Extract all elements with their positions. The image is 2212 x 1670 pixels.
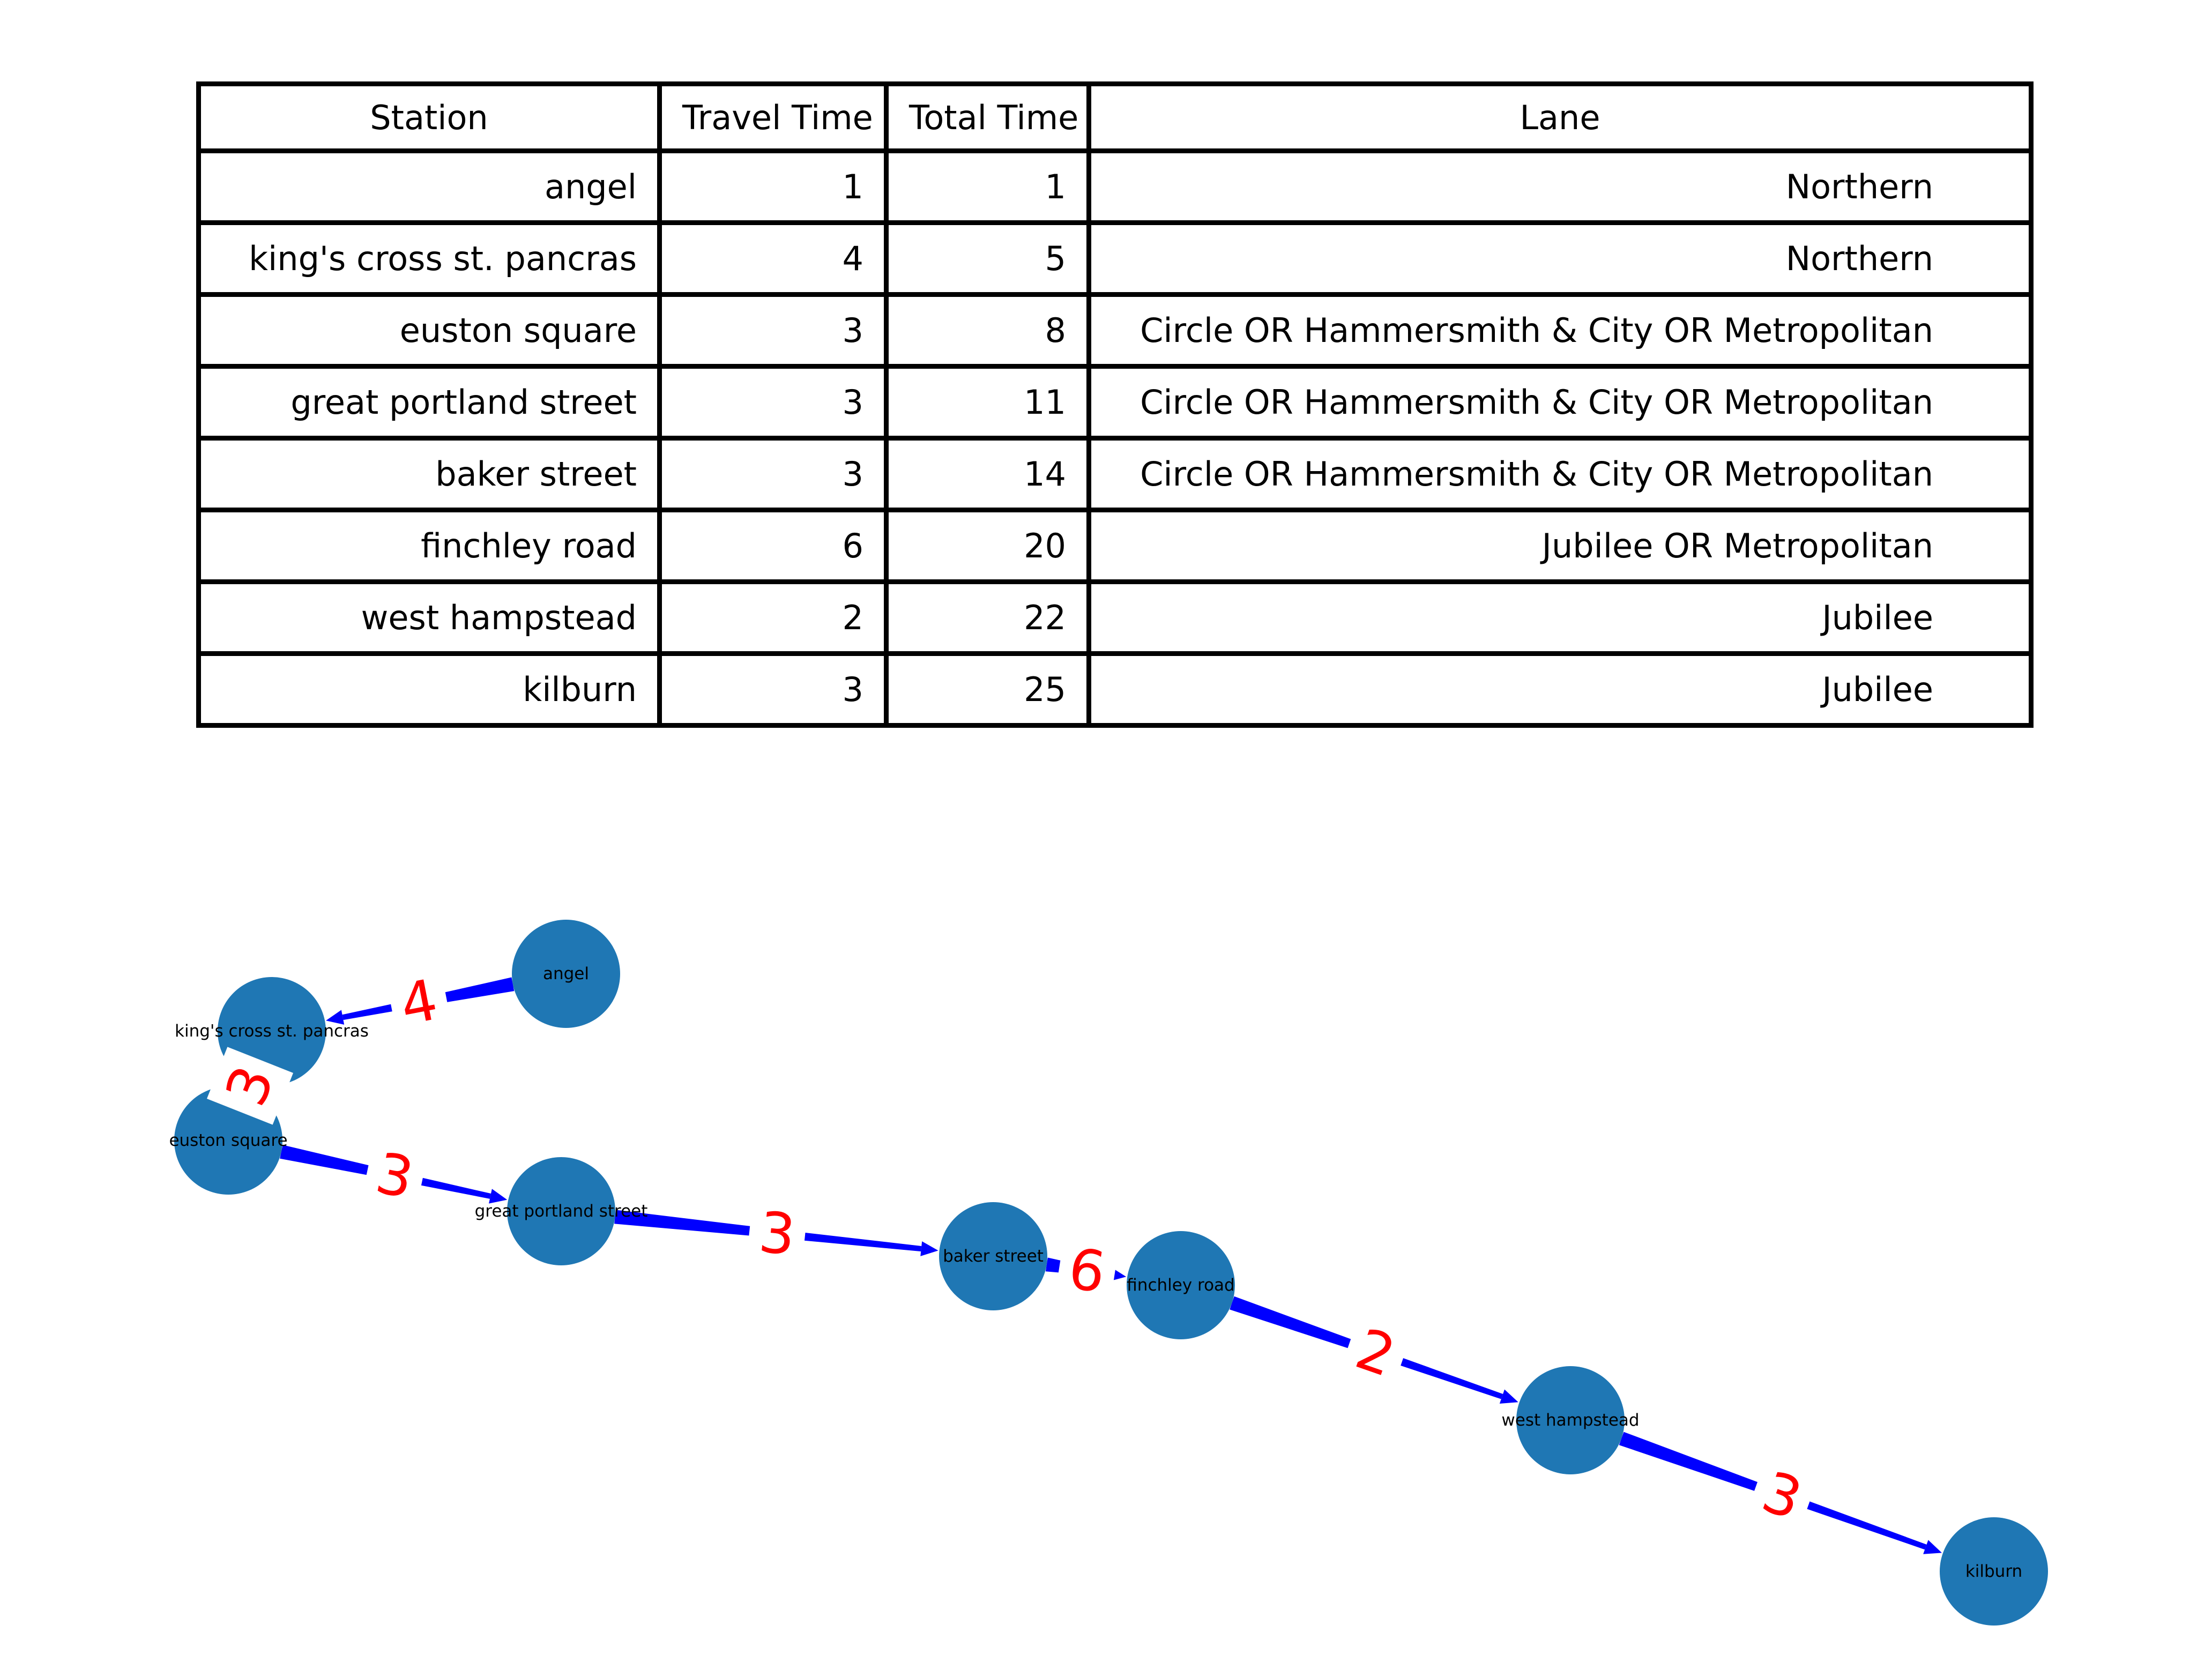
edge-label-background	[1744, 1453, 1821, 1539]
station-node-label: west hampstead	[1501, 1411, 1639, 1430]
station-node	[1127, 1231, 1235, 1339]
table-row: west hampstead 2 22 Jubilee	[196, 579, 2034, 656]
cell-total-time: 20	[884, 508, 1091, 584]
cell-lane: Jubilee	[1086, 579, 2034, 656]
edge-label-background	[746, 1195, 809, 1272]
edge-arrowhead	[1499, 1389, 1518, 1404]
route-table: Station Travel Time Total Time Lane ange…	[196, 81, 2034, 728]
cell-total-time: 25	[884, 651, 1091, 728]
cell-travel-time: 3	[657, 651, 889, 728]
cell-station: great portland street	[196, 364, 662, 441]
edge-weight-label: 4	[384, 962, 453, 1043]
edge-label-background	[360, 1135, 430, 1217]
cell-station: west hampstead	[196, 579, 662, 656]
station-node-label: finchley road	[1127, 1276, 1234, 1295]
header-row: Station Travel Time Total Time Lane	[196, 81, 2034, 153]
cell-station: euston square	[196, 292, 662, 369]
edge-weight-label: 3	[1744, 1453, 1821, 1539]
cell-station: angel	[196, 148, 662, 225]
edge-arrowhead	[920, 1241, 939, 1256]
edge-weight-label: 2	[1337, 1310, 1414, 1396]
station-node-label: euston square	[169, 1131, 287, 1150]
header-total-time: Total Time	[884, 81, 1091, 153]
station-node-label: angel	[543, 964, 589, 983]
table-row: baker street 3 14 Circle OR Hammersmith & C…	[196, 436, 2034, 512]
header-station: Station	[196, 81, 662, 153]
cell-travel-time: 3	[657, 292, 889, 369]
station-node-label: king's cross st. pancras	[175, 1022, 369, 1041]
cell-total-time: 5	[884, 220, 1091, 297]
edge-label-background	[1054, 1231, 1120, 1310]
cell-lane: Jubilee OR Metropolitan	[1086, 508, 2034, 584]
cell-total-time: 14	[884, 436, 1091, 512]
cell-station: king's cross st. pancras	[196, 220, 662, 297]
station-node-label: baker street	[943, 1247, 1044, 1266]
cell-lane: Northern	[1086, 220, 2034, 297]
table-row: king's cross st. pancras 4 5 Northern	[196, 220, 2034, 297]
header-travel-time: Travel Time	[657, 81, 889, 153]
cell-travel-time: 6	[657, 508, 889, 584]
cell-travel-time: 1	[657, 148, 889, 225]
cell-lane: Circle OR Hammersmith & City OR Metropol…	[1086, 364, 2034, 441]
edge-label-background	[206, 1047, 294, 1125]
node-labels-layer: angel king's cross st. pancras euston squa…	[169, 964, 2022, 1581]
table-body: angel 1 1 Northern king's cross st. pancras 4…	[196, 148, 2034, 728]
edge-arrowhead	[489, 1189, 508, 1204]
edge-weight-label: 3	[360, 1135, 430, 1217]
station-node	[512, 920, 620, 1028]
cell-total-time: 8	[884, 292, 1091, 369]
edge-weight-text: 3	[756, 1199, 798, 1268]
cell-total-time: 22	[884, 579, 1091, 656]
station-node	[507, 1157, 615, 1265]
edge-arrowhead	[326, 1010, 345, 1025]
route-graph: angel king's cross st. pancras euston squa…	[169, 920, 2048, 1626]
table-row: euston square 3 8 Circle OR Hammersmith & C…	[196, 292, 2034, 369]
table-header: Station Travel Time Total Time Lane	[196, 81, 2034, 153]
header-lane: Lane	[1086, 81, 2034, 153]
cell-station: finchley road	[196, 508, 662, 584]
cell-lane: Circle OR Hammersmith & City OR Metropol…	[1086, 436, 2034, 512]
cell-lane: Jubilee	[1086, 651, 2034, 728]
edge-arrowhead	[1923, 1540, 1942, 1554]
cell-lane: Circle OR Hammersmith & City OR Metropol…	[1086, 292, 2034, 369]
station-node-label: great portland street	[475, 1202, 648, 1221]
edge-weight-label: 3	[746, 1195, 809, 1272]
cell-total-time: 1	[884, 148, 1091, 225]
cell-station: baker street	[196, 436, 662, 512]
station-node	[939, 1202, 1047, 1310]
cell-station: kilburn	[196, 651, 662, 728]
cell-travel-time: 3	[657, 364, 889, 441]
table-row: great portland street 3 11 Circle OR Hammer…	[196, 364, 2034, 441]
edge-weight-label: 6	[1054, 1231, 1120, 1310]
station-node-label: kilburn	[1965, 1562, 2022, 1581]
edge-weight-label: 3	[206, 1047, 294, 1125]
edge-label-background	[1337, 1310, 1414, 1396]
cell-travel-time: 3	[657, 436, 889, 512]
cell-travel-time: 4	[657, 220, 889, 297]
table-row: kilburn 3 25 Jubilee	[196, 651, 2034, 728]
station-node	[1516, 1366, 1625, 1474]
table-row: angel 1 1 Northern	[196, 148, 2034, 225]
cell-total-time: 11	[884, 364, 1091, 441]
station-node	[1940, 1517, 2048, 1626]
cell-lane: Northern	[1086, 148, 2034, 225]
edge-label-background	[384, 962, 453, 1043]
cell-travel-time: 2	[657, 579, 889, 656]
table-row: finchley road 6 20 Jubilee OR Metropolitan	[196, 508, 2034, 584]
